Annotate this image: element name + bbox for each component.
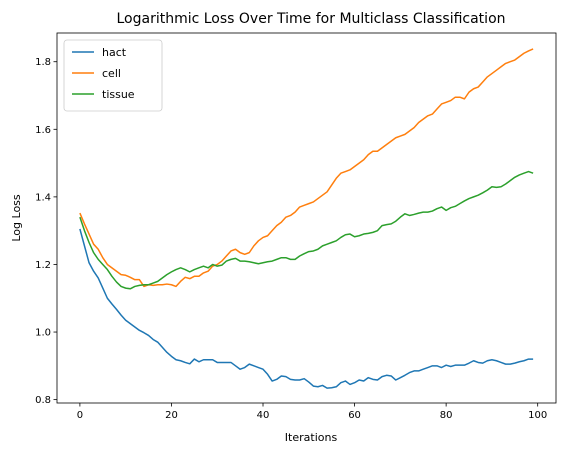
x-axis-ticks: 0 20 40 60 80 100	[77, 403, 548, 421]
x-tick-label: 20	[165, 410, 178, 421]
x-tick-label: 40	[257, 410, 270, 421]
y-axis-label: Log Loss	[10, 194, 23, 242]
y-tick-label: 1.2	[35, 260, 51, 271]
legend-label-cell: cell	[102, 67, 121, 80]
y-axis-ticks: 0.8 1.0 1.2 1.4 1.6 1.8	[35, 57, 57, 406]
x-axis-label: Iterations	[285, 431, 338, 444]
legend-label-hact: hact	[102, 46, 127, 59]
legend-label-tissue: tissue	[102, 88, 135, 101]
y-tick-label: 1.4	[35, 192, 51, 203]
chart-title: Logarithmic Loss Over Time for Multiclas…	[116, 11, 505, 27]
x-tick-label: 80	[440, 410, 453, 421]
x-tick-label: 100	[528, 410, 547, 421]
x-tick-label: 60	[348, 410, 361, 421]
y-tick-label: 1.8	[35, 57, 51, 68]
y-tick-label: 1.6	[35, 125, 51, 136]
legend: hact cell tissue	[64, 40, 162, 111]
x-tick-label: 0	[77, 410, 83, 421]
y-tick-label: 0.8	[35, 395, 51, 406]
y-tick-label: 1.0	[35, 328, 51, 339]
